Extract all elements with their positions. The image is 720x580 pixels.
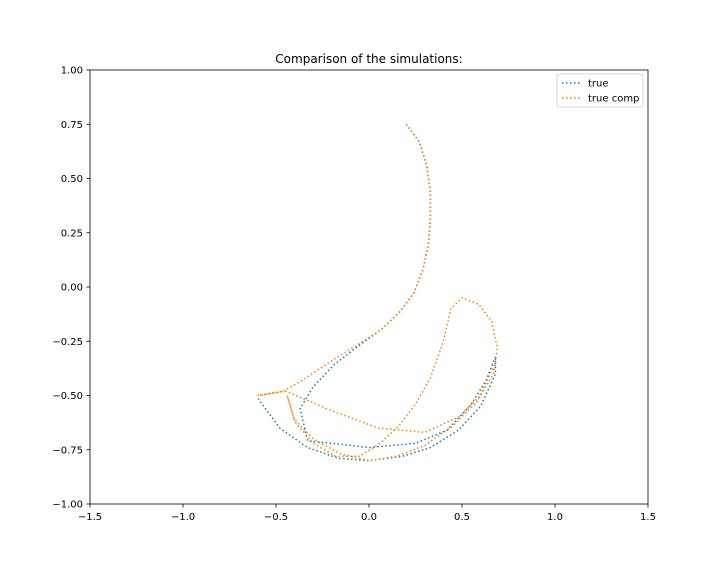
legend-label: true	[588, 79, 609, 90]
x-tick-label: −1.5	[78, 512, 102, 523]
y-tick-label: −1.00	[52, 500, 83, 511]
y-tick-label: 0.75	[61, 120, 83, 131]
y-tick-label: 1.00	[61, 66, 83, 77]
x-tick-label: 0.0	[361, 512, 377, 523]
series-line-true-comp	[257, 123, 499, 462]
legend-label: true comp	[588, 94, 639, 105]
y-tick-label: −0.75	[52, 445, 83, 456]
y-tick-label: −0.50	[52, 391, 83, 402]
axes-layer: −1.5 −1.0 −0.5 0.0 0.5 1.0 1.5 1.00 0.75 0.50 0.25…	[52, 66, 656, 524]
x-tick-label: −1.0	[171, 512, 195, 523]
legend: true true comp	[556, 73, 644, 108]
series-line-true	[256, 123, 497, 462]
y-tick-label: −0.25	[52, 337, 83, 348]
x-tick-label: 0.5	[454, 512, 470, 523]
y-tick-label: 0.50	[61, 174, 83, 185]
x-tick-label: −0.5	[264, 512, 288, 523]
y-tick-label: 0.25	[61, 228, 83, 239]
plot-area	[256, 123, 499, 462]
x-tick-label: 1.0	[547, 512, 563, 523]
chart-title: Comparison of the simulations:	[275, 52, 462, 66]
y-tick-label: 0.00	[61, 283, 83, 294]
x-tick-label: 1.5	[640, 512, 656, 523]
